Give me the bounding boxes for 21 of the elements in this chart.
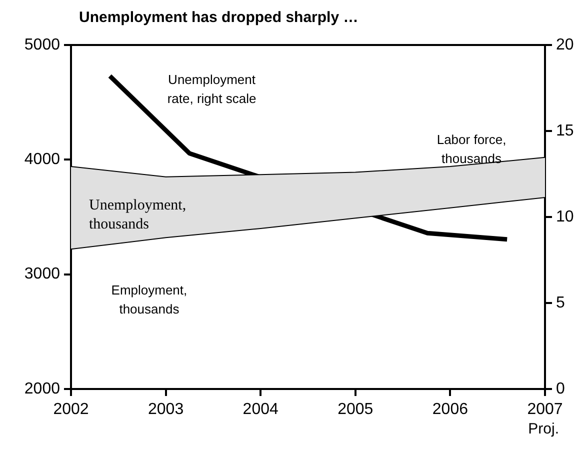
x-tick-label: 2003	[148, 401, 184, 418]
y-tick-label: 3000	[24, 266, 60, 283]
y-tick-label: 5000	[24, 36, 60, 54]
x-tick-label: 2006	[432, 401, 468, 418]
y2-tick-label: 5	[556, 294, 565, 312]
y2-tick-label: 10	[556, 208, 574, 226]
y2-tick-label: 15	[556, 122, 574, 140]
x-tick-label: 2005	[338, 401, 374, 418]
annotation: Unemployment rate, right scale	[167, 72, 256, 106]
y2-tick-label: 0	[556, 380, 565, 398]
annotation: Unemployment, thousands	[89, 198, 186, 233]
annotation: Employment, thousands	[111, 282, 188, 316]
annotation: Labor force, thousands	[436, 132, 506, 166]
text: Proj.	[528, 420, 559, 438]
x-tick-label: 2007	[527, 401, 563, 418]
x-tick-label: 2004	[242, 401, 278, 418]
y-tick-label: 2000	[24, 380, 60, 398]
y-tick-label: 4000	[24, 151, 60, 168]
chart-title: Unemployment has dropped sharply …	[79, 9, 358, 26]
y2-tick-label: 20	[556, 36, 574, 54]
x-tick-label: 2002	[53, 401, 89, 418]
